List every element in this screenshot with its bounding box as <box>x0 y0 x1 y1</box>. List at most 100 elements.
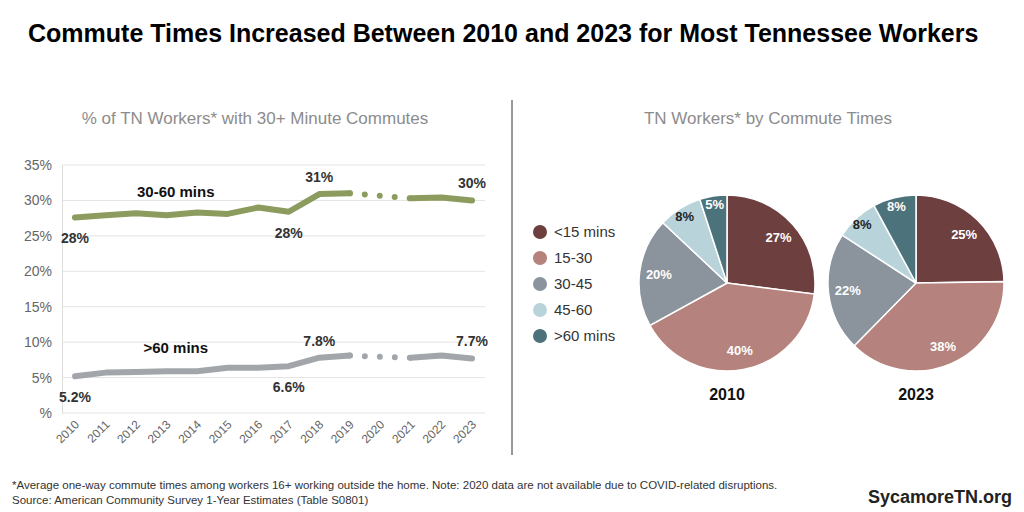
data-label: 8% <box>853 217 872 232</box>
y-tick: 5% <box>32 370 62 386</box>
legend: <15 mins15-3030-4545-60>60 mins <box>533 223 615 344</box>
x-tick: 2023 <box>450 417 479 446</box>
title: Commute Times Increased Between 2010 and… <box>28 19 978 47</box>
x-tick-label: 2021 <box>389 417 418 446</box>
data-label: 40% <box>727 343 753 358</box>
y-tick: 30% <box>24 192 62 208</box>
gap-bridge <box>350 193 411 198</box>
x-tick-label: 2019 <box>328 417 357 446</box>
grid-line <box>62 271 485 272</box>
data-label: 28% <box>275 225 304 241</box>
pie: 25% 38% 22% 8% 8% <box>828 195 1004 371</box>
x-tick: 2013 <box>145 417 174 446</box>
data-label: 25% <box>951 227 977 242</box>
y-tick-label: 25% <box>24 228 52 244</box>
legend-swatch <box>533 251 547 265</box>
source: Source: American Community Survey 1-Year… <box>12 494 368 506</box>
x-tick: 2016 <box>236 417 265 446</box>
grid-line <box>62 235 485 236</box>
y-tick-label: 30% <box>24 192 52 208</box>
line <box>75 356 472 377</box>
divider <box>512 100 513 455</box>
y-tick: 20% <box>24 263 62 279</box>
chart-title: TN Workers* by Commute Times <box>644 109 892 128</box>
data-label: 8% <box>887 199 906 214</box>
grid-line <box>62 413 485 414</box>
data-label: 7.8% <box>303 333 335 349</box>
data-label: 27% <box>765 230 791 245</box>
grid-line <box>62 306 485 307</box>
pie-chart: TN Workers* by Commute Times <15 mins 15-3… <box>533 109 1004 403</box>
grid-line <box>62 165 485 166</box>
x-tick: 2011 <box>84 417 112 445</box>
pie-slice <box>916 195 1004 283</box>
y-tick-label: % <box>40 405 52 421</box>
x-tick: 2017 <box>267 417 296 446</box>
series-label: 30-60 mins <box>137 183 215 200</box>
chart-svg: Commute Times Increased Between 2010 and… <box>0 0 1024 512</box>
legend-swatch <box>533 303 547 317</box>
pie-slice <box>727 195 815 294</box>
x-tick: 2022 <box>420 417 449 446</box>
x-tick: 2014 <box>175 417 204 446</box>
data-label: 30% <box>458 175 487 191</box>
legend-label: 45-60 <box>554 301 592 318</box>
y-tick: 15% <box>24 299 62 315</box>
y-tick-label: 35% <box>24 157 52 173</box>
legend-label: <15 mins <box>554 223 615 240</box>
x-tick-label: 2010 <box>53 417 82 446</box>
pie-slice <box>874 195 916 283</box>
data-label: 31% <box>305 169 334 185</box>
y-tick: 10% <box>24 334 62 350</box>
x-tick: 2015 <box>206 417 235 446</box>
data-label: 7.7% <box>456 333 488 349</box>
data-label: 28% <box>61 230 90 246</box>
x-tick-label: 2018 <box>298 417 327 446</box>
x-tick-label: 2015 <box>206 417 235 446</box>
pie-label: 2010 <box>709 386 745 403</box>
x-tick: 2018 <box>298 417 327 446</box>
grid-line <box>62 377 485 378</box>
footnote: *Average one-way commute times among wor… <box>12 479 777 491</box>
x-tick-label: 2017 <box>267 417 296 446</box>
x-tick-label: 2023 <box>450 417 479 446</box>
gap-bridge <box>350 356 411 358</box>
chart-container: Commute Times Increased Between 2010 and… <box>0 0 1024 512</box>
legend-swatch <box>533 329 547 343</box>
x-tick-label: 2011 <box>84 417 112 445</box>
data-label: 5% <box>705 197 724 212</box>
grid <box>62 165 485 413</box>
x-tick: 2012 <box>114 417 143 446</box>
plot-area <box>75 193 472 376</box>
pie-label: 2023 <box>898 386 934 403</box>
chart-title: % of TN Workers* with 30+ Minute Commute… <box>82 109 429 128</box>
line-chart: % of TN Workers* with 30+ Minute Commute… <box>24 109 489 446</box>
data-label: 20% <box>646 267 672 282</box>
title-line: Commute Times Increased Between 2010 and… <box>28 19 978 47</box>
x-tick: 2010 <box>53 417 82 446</box>
y-tick: 25% <box>24 228 62 244</box>
x-tick-label: 2020 <box>359 417 388 446</box>
data-label: 22% <box>835 283 861 298</box>
pie: 27%40%20%8%5% <box>639 195 815 371</box>
data-label: 38% <box>930 339 956 354</box>
x-tick: 2019 <box>328 417 357 446</box>
y-tick-label: 15% <box>24 299 52 315</box>
x-tick: 2020 <box>359 417 388 446</box>
x-tick-label: 2012 <box>114 417 143 446</box>
y-tick: 35% <box>24 157 62 173</box>
y-tick: % <box>40 405 62 421</box>
line <box>75 193 472 217</box>
x-tick-label: 2022 <box>420 417 449 446</box>
legend-label: >60 mins <box>554 327 615 344</box>
x-axis: 2010201120122013201420152016201720182019… <box>53 417 479 446</box>
pie-slice <box>700 195 727 283</box>
y-axis-line <box>62 166 63 414</box>
legend-swatch <box>533 277 547 291</box>
grid-line <box>62 342 485 343</box>
data-label: 5.2% <box>59 389 91 405</box>
x-tick-label: 2013 <box>145 417 174 446</box>
legend-label: 15-30 <box>554 249 592 266</box>
legend-swatch <box>533 225 547 239</box>
series-label: >60 mins <box>143 339 208 356</box>
